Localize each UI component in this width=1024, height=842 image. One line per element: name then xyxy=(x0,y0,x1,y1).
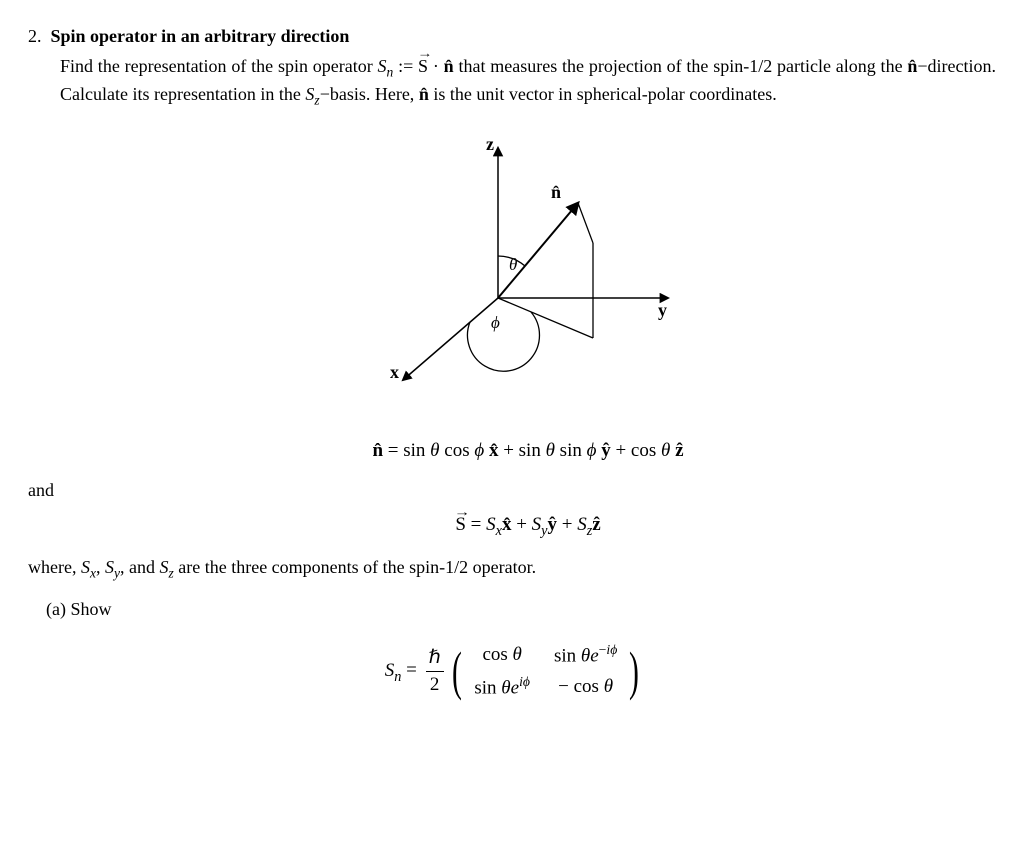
theta-label: θ xyxy=(509,255,517,274)
matrix-r2c2: − cos θ xyxy=(542,671,629,703)
sn-matrix-equation: Sn = ℏ 2 ( cos θ sin θe−iϕ sin θeiϕ − co… xyxy=(28,639,996,703)
problem-heading: 2. Spin operator in an arbitrary directi… xyxy=(28,24,996,48)
y-axis-label: y xyxy=(658,300,667,320)
where-text: where, Sx, Sy, and Sz are the three comp… xyxy=(28,555,996,583)
matrix-r1c2: sin θe−iϕ xyxy=(542,639,629,671)
sn-lhs: Sn = xyxy=(385,660,422,681)
s-vector-equation: S = Sxx̂ + Syŷ + Szẑ xyxy=(60,512,996,541)
matrix-r1c1: cos θ xyxy=(462,639,542,671)
phi-label: ϕ xyxy=(491,313,500,332)
sn-matrix: ( cos θ sin θe−iϕ sin θeiϕ − cos θ ) xyxy=(452,639,639,703)
problem-number: 2. xyxy=(28,26,42,46)
z-axis-label: z xyxy=(486,134,494,154)
nhat-equation: n̂ = sin θ cos ϕ x̂ + sin θ sin ϕ ŷ + co… xyxy=(60,438,996,464)
coordinate-diagram: z y x n̂ θ ϕ xyxy=(60,128,996,414)
problem-prompt: Find the representation of the spin oper… xyxy=(60,54,996,110)
problem-title: Spin operator in an arbitrary direction xyxy=(51,26,350,46)
and-text: and xyxy=(28,478,996,502)
x-axis-label: x xyxy=(390,362,399,382)
matrix-r2c1: sin θeiϕ xyxy=(462,671,542,703)
hbar-over-2: ℏ 2 xyxy=(426,645,444,697)
nhat-label: n̂ xyxy=(551,182,561,202)
part-a-label: (a) Show xyxy=(46,597,996,621)
